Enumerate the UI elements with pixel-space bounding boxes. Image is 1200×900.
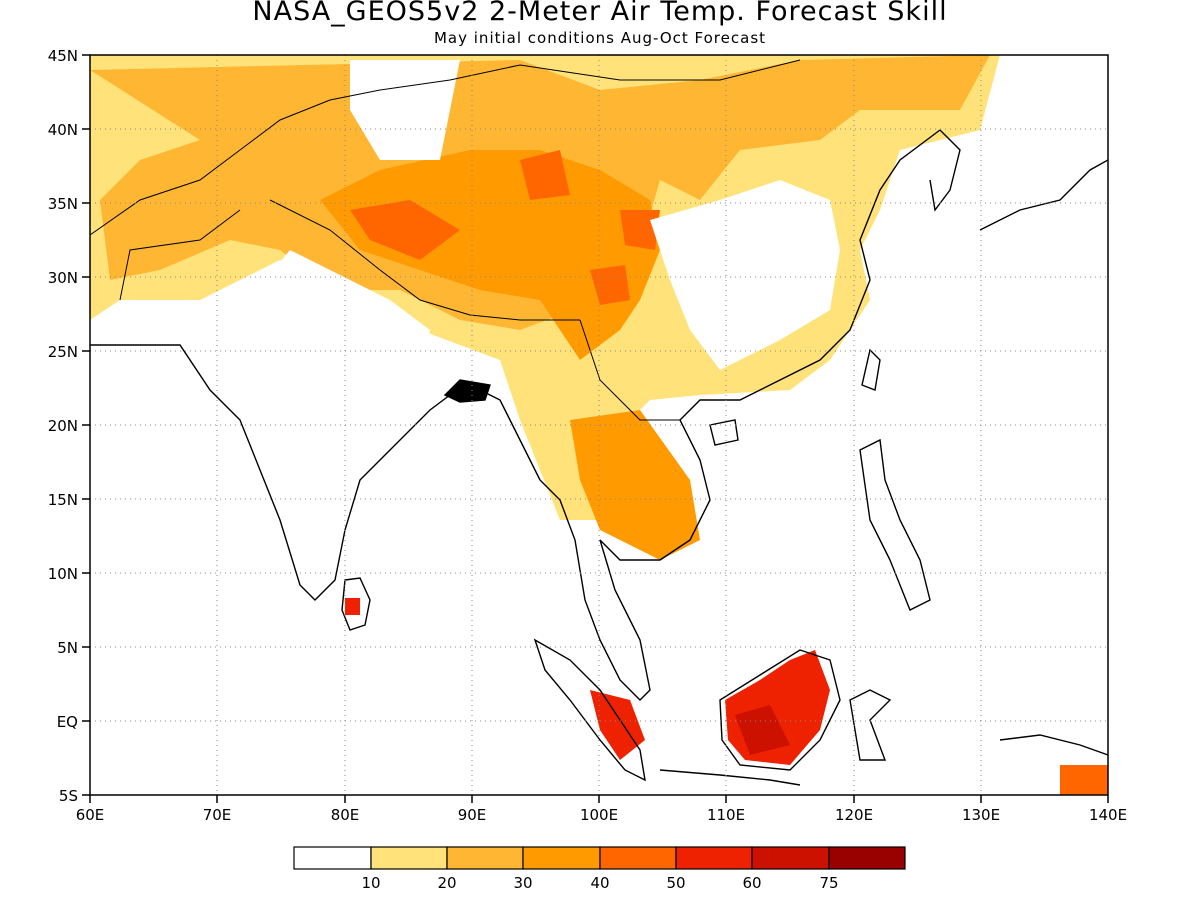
x-tick-label: 130E xyxy=(962,806,1000,824)
coast-philippines xyxy=(859,438,931,611)
skill-shading xyxy=(90,55,1108,795)
coast-java xyxy=(659,769,801,786)
colorbar-swatch xyxy=(599,846,677,870)
shading-white-north xyxy=(350,60,460,160)
x-tick-label: 80E xyxy=(331,806,360,824)
y-tick-label: 35N xyxy=(48,195,78,213)
shading-dark-orange-1 xyxy=(350,200,460,260)
colorbar-label: 10 xyxy=(361,874,380,892)
shading-sumatra xyxy=(590,690,645,760)
coast-sulawesi xyxy=(849,689,892,761)
x-tick-label: 140E xyxy=(1089,806,1127,824)
colorbar-swatch xyxy=(446,846,524,870)
colorbar-swatch xyxy=(293,846,372,870)
y-tick-label: 15N xyxy=(48,491,78,509)
y-tick-label: 40N xyxy=(48,121,78,139)
colorbar-swatch xyxy=(370,846,448,870)
coast-japan xyxy=(979,159,1108,231)
y-tick-label: 10N xyxy=(48,565,78,583)
coast-taiwan xyxy=(861,348,881,391)
border-north xyxy=(90,59,801,236)
shading-dark-orange-3 xyxy=(590,265,630,305)
coast-delta xyxy=(443,379,491,403)
x-tick-label: 120E xyxy=(835,806,873,824)
shading-dark-orange-2 xyxy=(520,150,570,200)
coast-sri-lanka xyxy=(341,577,371,631)
coastlines xyxy=(90,59,1108,786)
shading-new-guinea xyxy=(1060,765,1108,795)
x-tick-label: 100E xyxy=(580,806,618,824)
coast-new-guinea xyxy=(999,734,1108,756)
y-tick-label: 30N xyxy=(48,269,78,287)
border-himalaya xyxy=(269,199,580,321)
colorbar-label: 30 xyxy=(513,874,532,892)
shading-indochina xyxy=(570,410,700,560)
shading-white-china xyxy=(650,180,840,370)
y-tick-label: 5S xyxy=(59,787,78,805)
border-west xyxy=(119,209,241,301)
colorbar-swatch xyxy=(828,846,906,870)
y-tick-label: 45N xyxy=(48,47,78,65)
x-tick-label: 60E xyxy=(76,806,105,824)
colorbar-labels: 10 20 30 40 50 60 75 xyxy=(361,874,838,892)
coast-indochina-china xyxy=(539,129,941,701)
map-subtitle: May initial conditions Aug-Oct Forecast xyxy=(433,29,767,47)
colorbar-label: 40 xyxy=(590,874,609,892)
colorbar-label: 50 xyxy=(666,874,685,892)
border-myanmar-china xyxy=(579,319,680,421)
coast-borneo xyxy=(719,649,841,771)
x-tick-label: 70E xyxy=(203,806,232,824)
y-tick-marks xyxy=(82,54,90,796)
map-title: NASA_GEOS5v2 2-Meter Air Temp. Forecast … xyxy=(252,0,948,27)
coast-sumatra xyxy=(533,638,646,782)
colorbar-label: 20 xyxy=(437,874,456,892)
coast-korea xyxy=(929,129,961,212)
x-tick-labels: 60E 70E 80E 90E 100E 110E 120E 130E 140E xyxy=(76,806,1127,824)
coast-hainan xyxy=(709,419,739,446)
y-tick-label: 25N xyxy=(48,343,78,361)
shading-sri-lanka xyxy=(345,598,360,615)
colorbar xyxy=(293,846,906,870)
colorbar-label: 60 xyxy=(742,874,761,892)
y-tick-label: 5N xyxy=(57,639,78,657)
colorbar-swatch xyxy=(751,846,830,870)
y-tick-label: 20N xyxy=(48,417,78,435)
y-tick-label: EQ xyxy=(57,713,78,731)
shading-white-india xyxy=(220,250,430,520)
gridlines xyxy=(90,55,1108,795)
colorbar-label: 75 xyxy=(819,874,838,892)
x-tick-label: 110E xyxy=(707,806,745,824)
y-tick-labels: 45N 40N 35N 30N 25N 20N 15N 10N 5N EQ 5S xyxy=(48,47,78,805)
x-tick-marks xyxy=(89,795,1109,803)
colorbar-swatch xyxy=(522,846,601,870)
shading-borneo-core xyxy=(735,705,790,755)
x-tick-label: 90E xyxy=(458,806,487,824)
colorbar-swatch xyxy=(675,846,753,870)
